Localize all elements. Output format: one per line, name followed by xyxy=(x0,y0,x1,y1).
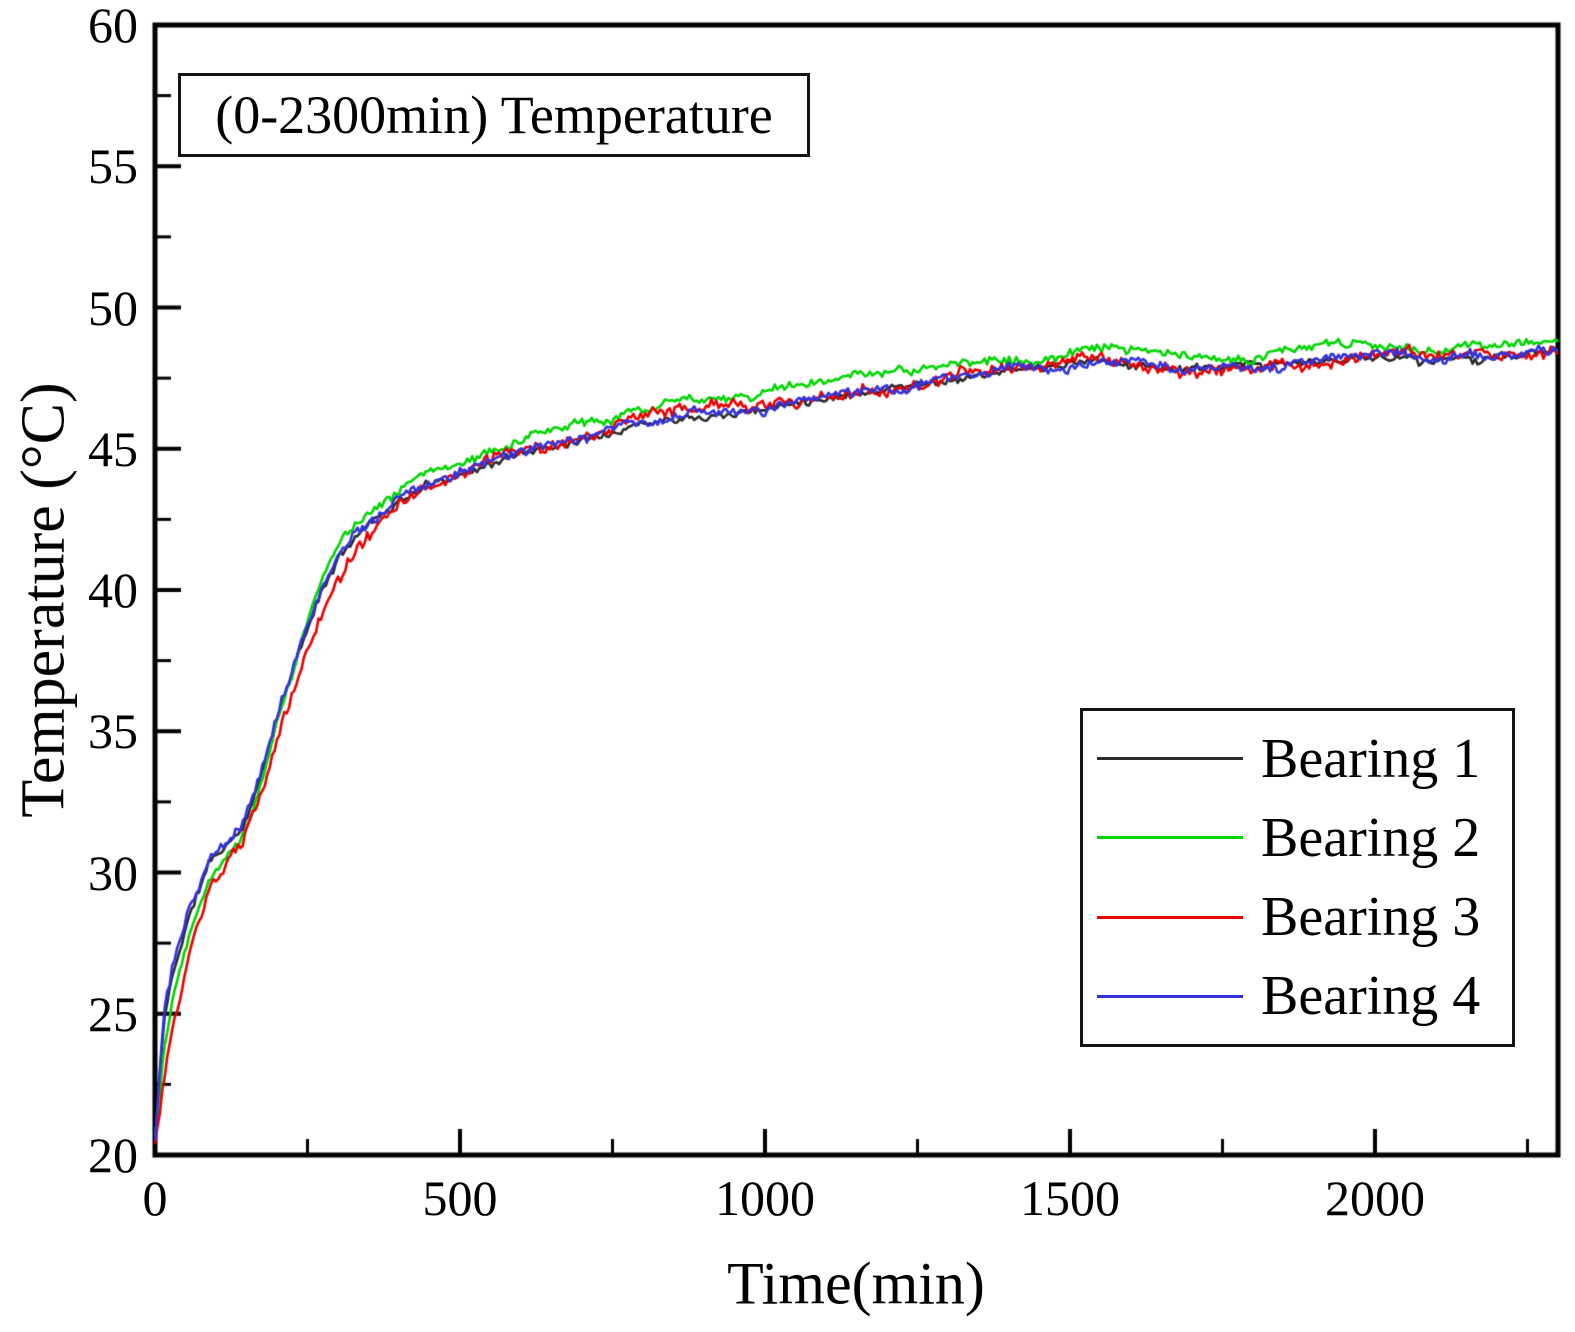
legend-item: Bearing 2 xyxy=(1097,810,1512,866)
y-tick-label: 25 xyxy=(88,985,138,1042)
legend: Bearing 1 Bearing 2 Bearing 3 Bearing 4 xyxy=(1080,708,1515,1047)
legend-item: Bearing 1 xyxy=(1097,731,1512,787)
legend-item: Bearing 4 xyxy=(1097,968,1512,1024)
chart-title-box: (0-2300min) Temperature xyxy=(178,73,810,157)
y-tick-label: 20 xyxy=(88,1127,138,1183)
legend-line-sample xyxy=(1097,994,1243,998)
y-tick-label: 60 xyxy=(88,0,138,53)
x-tick-label: 1000 xyxy=(715,1170,815,1226)
y-tick-label: 35 xyxy=(88,703,138,760)
y-tick-label: 30 xyxy=(88,844,138,901)
y-tick-label: 40 xyxy=(88,562,138,618)
legend-item: Bearing 3 xyxy=(1097,889,1512,945)
chart-title: (0-2300min) Temperature xyxy=(215,85,773,145)
y-tick-label: 55 xyxy=(88,138,138,195)
x-tick-label: 1500 xyxy=(1020,1170,1120,1226)
x-tick-label: 0 xyxy=(142,1170,168,1226)
x-tick-label: 500 xyxy=(422,1170,498,1226)
y-axis-title: Temperature (°C) xyxy=(9,382,78,818)
legend-line-sample xyxy=(1097,836,1243,840)
legend-label: Bearing 3 xyxy=(1261,886,1481,949)
y-tick-label: 50 xyxy=(88,279,138,336)
x-axis-title: Time(min) xyxy=(727,1250,985,1317)
legend-line-sample xyxy=(1097,915,1243,919)
legend-label: Bearing 2 xyxy=(1261,806,1481,869)
legend-label: Bearing 1 xyxy=(1261,727,1481,790)
legend-line-sample xyxy=(1097,757,1243,761)
x-tick-label: 2000 xyxy=(1325,1170,1425,1226)
y-tick-label: 45 xyxy=(88,420,138,477)
legend-label: Bearing 4 xyxy=(1261,965,1481,1028)
